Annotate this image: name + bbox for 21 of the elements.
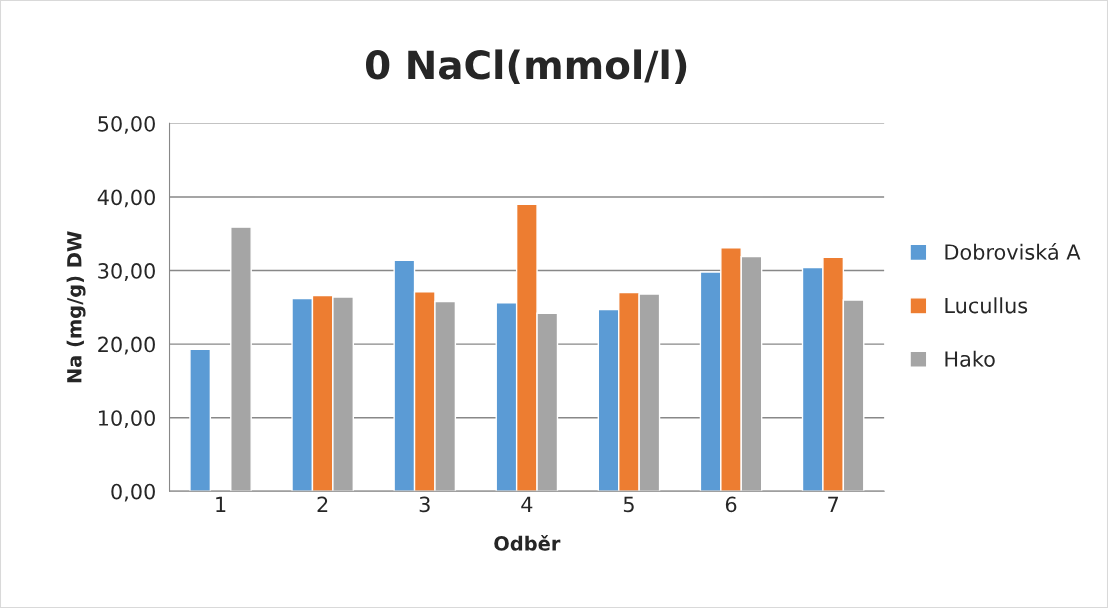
x-tick-label: 7: [828, 496, 838, 512]
x-tick-label: 5: [623, 496, 634, 513]
y-tick-label: 50,00: [98, 115, 155, 134]
y-tick-label: 30,00: [98, 263, 155, 281]
x-tick-label: 3: [419, 496, 430, 513]
y-axis-title: Na (mg/g) DW: [66, 231, 86, 383]
x-tick-label: 2: [317, 496, 328, 512]
y-tick-label: 10,00: [98, 410, 155, 429]
bar: [230, 226, 252, 492]
x-tick-label: 6: [725, 496, 737, 513]
x-tick-label: 1: [216, 496, 226, 512]
legend-label: Lucullus: [945, 297, 1028, 314]
y-tick-label: 40,00: [97, 189, 155, 208]
bar: [189, 348, 212, 492]
legend-label: Hako: [945, 350, 995, 367]
y-tick-label: 20,00: [98, 336, 155, 355]
x-tick-label: 4: [521, 496, 533, 512]
x-axis-title: Odběr: [494, 534, 561, 551]
legend-label: Dobroviská A: [945, 242, 1081, 260]
y-tick-label: 0,00: [111, 483, 155, 502]
chart-title: 0 NaCl(mmol/l): [365, 49, 687, 85]
